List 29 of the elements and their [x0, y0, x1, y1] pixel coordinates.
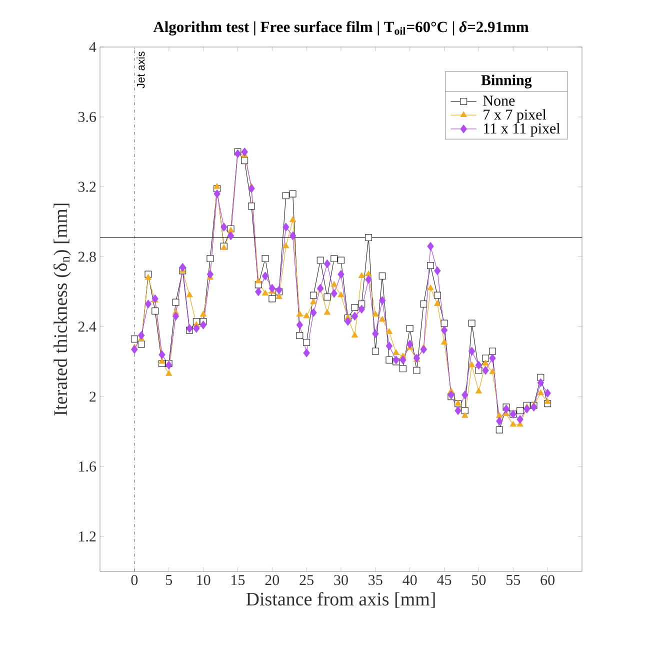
y-tick-label: 1.6	[79, 462, 96, 472]
x-tick-label: 5	[166, 575, 172, 585]
x-tick-label: 20	[265, 575, 280, 586]
ref-line-label: Jet axis	[136, 52, 145, 88]
legend-label: None	[483, 96, 515, 106]
y-tick-label: 2.4	[78, 322, 96, 332]
x-tick-label: 30	[334, 575, 348, 586]
y-tick-label: 1.2	[79, 531, 96, 542]
y-tick-label: 3.2	[78, 182, 96, 192]
x-tick-label: 25	[300, 575, 314, 586]
x-tick-label: 60	[540, 575, 554, 586]
x-tick-label: 45	[437, 575, 452, 586]
y-tick-label: 4	[89, 42, 96, 52]
y-axis-title: Iterated thickness (δ$_{n}$) [mm]	[54, 204, 71, 416]
x-tick-label: 10	[197, 575, 210, 586]
legend-label: 11 x 11 pixel	[484, 123, 560, 137]
y-tick-label: 3.6	[78, 112, 96, 122]
y-tick-label: 2	[90, 392, 96, 402]
x-tick-label: 40	[402, 575, 417, 586]
x-tick-label: 35	[368, 575, 382, 586]
x-tick-label: 15	[232, 575, 245, 586]
legend-title: Binning	[481, 74, 532, 88]
legend-label: 7 x 7 pixel	[484, 109, 546, 123]
chart-title: Algorithm test | Free surface film | T$_{oil}$=60°C | δ=2.91mm	[153, 21, 529, 36]
x-axis-title: Distance from axis [mm]	[246, 592, 435, 608]
y-tick-label: 2.8	[78, 252, 96, 262]
x-tick-label: 55	[506, 575, 520, 585]
x-tick-label: 50	[472, 575, 486, 586]
x-tick-label: 0	[131, 575, 138, 586]
